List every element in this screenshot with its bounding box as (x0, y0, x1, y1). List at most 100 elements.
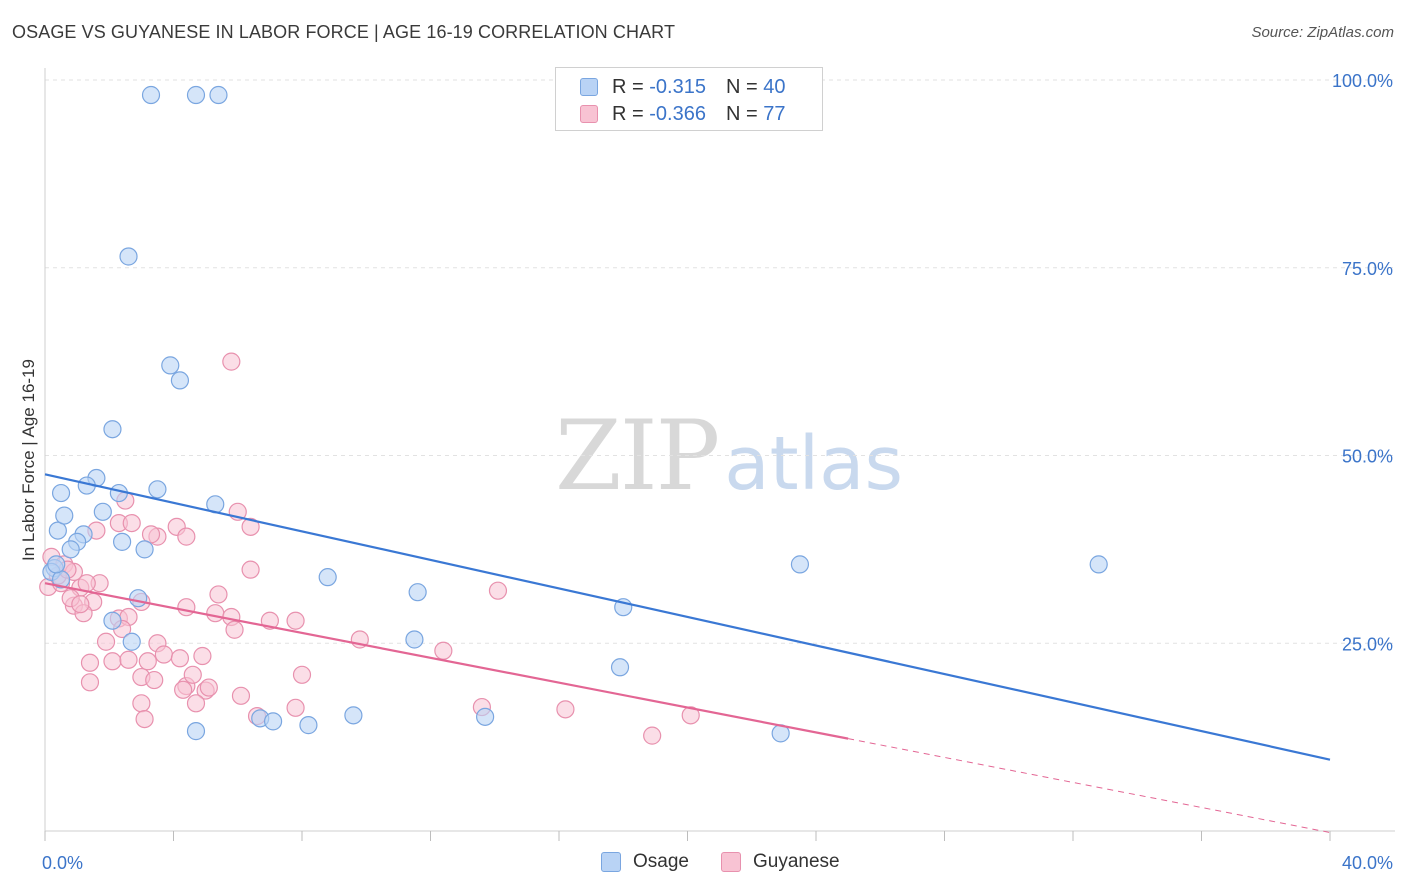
guyanese-point (170, 649, 190, 668)
trend-layer (44, 473, 1331, 833)
legend-item-osage[interactable]: Osage (601, 851, 689, 873)
osage-point (119, 247, 138, 266)
osage-point (47, 555, 66, 574)
guyanese-point (199, 678, 218, 697)
osage-point (61, 540, 80, 559)
osage-point (135, 540, 154, 559)
legend-n-label: N = (725, 102, 758, 125)
legend-n-label: N = (725, 75, 758, 98)
osage-point (112, 532, 132, 551)
guyanese-point (80, 653, 100, 672)
guyanese-point (286, 611, 305, 630)
guyanese-point (286, 698, 305, 717)
guyanese-point (174, 680, 193, 699)
osage-point (405, 630, 424, 649)
osage-point (161, 356, 180, 375)
osage-point (1089, 555, 1108, 574)
guyanese-trend-line (44, 582, 849, 740)
guyanese-point (122, 513, 141, 533)
legend-item-guyanese[interactable]: Guyanese (721, 851, 840, 873)
guyanese-point (183, 665, 202, 684)
guyanese-point (96, 632, 116, 651)
legend-guyanese-label: Guyanese (753, 851, 840, 872)
legend-r-value: -0.315 (649, 75, 706, 98)
guyanese-points (39, 352, 700, 745)
osage-point (93, 502, 112, 521)
guyanese-point (145, 670, 164, 690)
x-tick-label: 0.0% (42, 853, 83, 873)
guyanese-point (71, 595, 90, 614)
chart-title: OSAGE VS GUYANESE IN LABOR FORCE | AGE 1… (12, 22, 676, 42)
correlation-legend: R = -0.315 N = 40 R = -0.366 N = 77 (555, 67, 823, 131)
y-axis-title: In Labor Force | Age 16-19 (19, 359, 38, 561)
guyanese-point (292, 665, 312, 684)
y-tick-label: 25.0% (1342, 634, 1393, 654)
guyanese-point (141, 525, 161, 544)
guyanese-trend-extension (848, 738, 1331, 833)
osage-point (129, 589, 148, 608)
source-credit: Source: ZipAtlas.com (1251, 24, 1394, 41)
guyanese-point (80, 673, 100, 692)
osage-swatch (580, 78, 598, 96)
osage-point (790, 555, 810, 574)
guyanese-legend-swatch (721, 852, 741, 872)
guyanese-point (186, 694, 206, 713)
y-tick-label: 50.0% (1342, 447, 1393, 467)
osage-point (48, 521, 67, 540)
legend-n-value: 40 (763, 75, 786, 98)
osage-point (610, 658, 630, 677)
label-layer: 25.0% 50.0% 75.0% 100.0% 0.0% 40.0% In Labor F… (19, 71, 1393, 873)
legend-osage-label: Osage (633, 851, 689, 872)
osage-point (55, 506, 74, 525)
x-tick-label: 40.0% (1342, 853, 1393, 873)
legend-r-value: -0.366 (649, 102, 706, 125)
grid-layer (45, 79, 1395, 644)
guyanese-point (222, 352, 241, 371)
osage-point (186, 722, 206, 741)
guyanese-point (225, 620, 244, 639)
osage-point (209, 85, 228, 105)
legend-r-label: R = (612, 75, 644, 98)
osage-point (141, 85, 161, 105)
guyanese-point (135, 710, 154, 729)
guyanese-point (556, 700, 575, 719)
watermark-atlas: atlas (724, 421, 904, 507)
osage-point (476, 707, 495, 726)
y-tick-label: 75.0% (1342, 259, 1393, 279)
osage-point (344, 706, 363, 725)
osage-point (318, 568, 337, 587)
guyanese-point (177, 598, 196, 617)
guyanese-point (231, 686, 251, 705)
series-legend: Osage Guyanese (0, 851, 1406, 877)
osage-trend-line (44, 473, 1331, 761)
guyanese-point (138, 652, 157, 671)
legend-r-label: R = (612, 102, 644, 125)
osage-point (408, 583, 427, 602)
guyanese-point (434, 641, 453, 660)
guyanese-point (681, 706, 700, 725)
guyanese-point (119, 650, 138, 669)
guyanese-point (206, 604, 225, 623)
guyanese-point (177, 527, 196, 546)
guyanese-point (209, 585, 228, 604)
guyanese-point (241, 517, 260, 536)
osage-point (299, 716, 318, 735)
guyanese-point (132, 694, 151, 713)
legend-row-guyanese: R = -0.366 N = 77 (580, 102, 785, 126)
osage-point (103, 611, 122, 630)
osage-point (51, 483, 71, 503)
osage-legend-swatch (601, 852, 621, 872)
osage-point (186, 85, 206, 105)
osage-point (122, 632, 141, 651)
axis-layer (44, 68, 1395, 841)
guyanese-point (241, 560, 260, 579)
y-tick-label: 100.0% (1332, 71, 1393, 91)
legend-row-osage: R = -0.315 N = 40 (580, 75, 785, 99)
guyanese-point (193, 646, 212, 666)
guyanese-swatch (580, 105, 598, 123)
osage-point (170, 371, 190, 390)
osage-point (148, 480, 167, 499)
osage-point (103, 420, 122, 439)
guyanese-point (103, 652, 122, 671)
